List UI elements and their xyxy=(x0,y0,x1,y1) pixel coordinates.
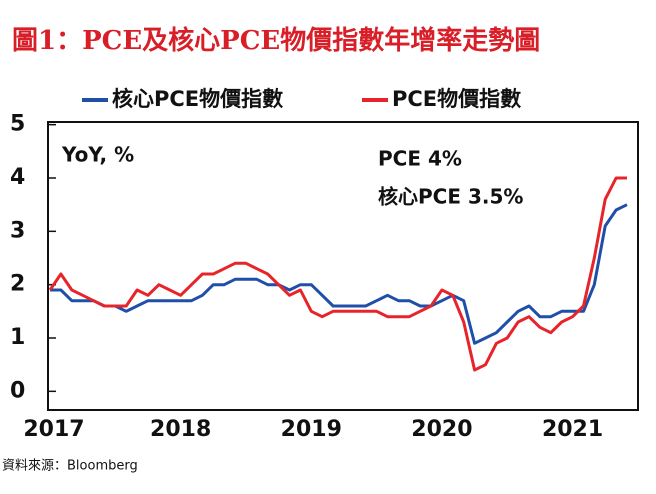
x-tick-label: 2020 xyxy=(411,417,472,442)
y-tick-label: 1 xyxy=(10,325,25,350)
series-line xyxy=(50,203,628,345)
series-line xyxy=(48,176,627,372)
plot-frame xyxy=(47,121,639,411)
y-tick-label: 2 xyxy=(10,272,25,297)
x-tick-label: 2019 xyxy=(281,417,342,442)
x-tick-label: 2021 xyxy=(542,417,603,442)
source: 資料來源：Bloomberg xyxy=(2,459,138,474)
x-tick-label: 2018 xyxy=(150,417,211,442)
annotation: PCE 4% xyxy=(378,147,462,171)
y-tick-label: 4 xyxy=(10,165,25,190)
annotation: 核心PCE 3.5% xyxy=(378,185,523,209)
chart-title: 圖1：PCE及核心PCE物價指數年增率走勢圖 xyxy=(12,25,540,56)
legend-label: PCE物價指數 xyxy=(392,87,521,111)
x-tick-label: 2017 xyxy=(23,417,84,442)
y-tick-label: 5 xyxy=(10,112,25,137)
legend-label: 核心PCE物價指數 xyxy=(112,87,283,111)
annotation: YoY, % xyxy=(61,143,134,167)
y-tick-label: 3 xyxy=(10,218,25,243)
y-tick-label: 0 xyxy=(10,378,25,403)
